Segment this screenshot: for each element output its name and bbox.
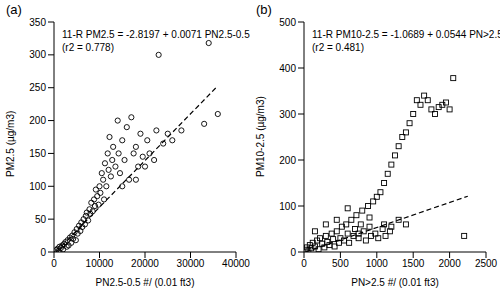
svg-text:100: 100 bbox=[279, 201, 296, 212]
svg-text:50: 50 bbox=[35, 214, 47, 225]
html-text:(a): (a) bbox=[6, 2, 22, 17]
svg-text:2500: 2500 bbox=[475, 258, 492, 269]
svg-text:200: 200 bbox=[29, 115, 46, 126]
svg-text:PN>2.5 #/ (0.01 ft3): PN>2.5 #/ (0.01 ft3) bbox=[351, 277, 439, 288]
svg-text:PN2.5-0.5 #/ (0.01 ft3): PN2.5-0.5 #/ (0.01 ft3) bbox=[96, 277, 195, 288]
svg-text:20000: 20000 bbox=[131, 258, 159, 269]
svg-text:30000: 30000 bbox=[177, 258, 205, 269]
svg-text:400: 400 bbox=[279, 63, 296, 74]
html-text:(b): (b) bbox=[256, 2, 272, 17]
svg-text:200: 200 bbox=[279, 155, 296, 166]
svg-text:0: 0 bbox=[301, 258, 307, 269]
svg-text:0: 0 bbox=[51, 258, 57, 269]
html-text:11-R PM2.5 = -2.8197 + 0.0071: 11-R PM2.5 = -2.8197 + 0.0071 PN2.5-0.5 bbox=[62, 29, 250, 40]
svg-text:10000: 10000 bbox=[86, 258, 114, 269]
svg-text:300: 300 bbox=[279, 109, 296, 120]
svg-text:100: 100 bbox=[29, 181, 46, 192]
html-text:(r2 = 0.778): (r2 = 0.778) bbox=[62, 42, 114, 53]
svg-text:500: 500 bbox=[332, 258, 349, 269]
svg-text:0: 0 bbox=[40, 247, 46, 258]
svg-text:PM10-2.5 (µg/m3): PM10-2.5 (µg/m3) bbox=[255, 96, 266, 177]
svg-text:1500: 1500 bbox=[402, 258, 425, 269]
svg-text:0: 0 bbox=[290, 247, 296, 258]
svg-text:1000: 1000 bbox=[366, 258, 389, 269]
svg-text:PM2.5 (µg/m3): PM2.5 (µg/m3) bbox=[8, 111, 16, 177]
svg-text:350: 350 bbox=[29, 17, 46, 28]
svg-text:250: 250 bbox=[29, 82, 46, 93]
svg-text:40000: 40000 bbox=[222, 258, 250, 269]
svg-text:300: 300 bbox=[29, 49, 46, 60]
svg-text:2000: 2000 bbox=[438, 258, 461, 269]
svg-text:150: 150 bbox=[29, 148, 46, 159]
html-text:(r2 = 0.481): (r2 = 0.481) bbox=[312, 42, 364, 53]
svg-text:500: 500 bbox=[279, 17, 296, 28]
